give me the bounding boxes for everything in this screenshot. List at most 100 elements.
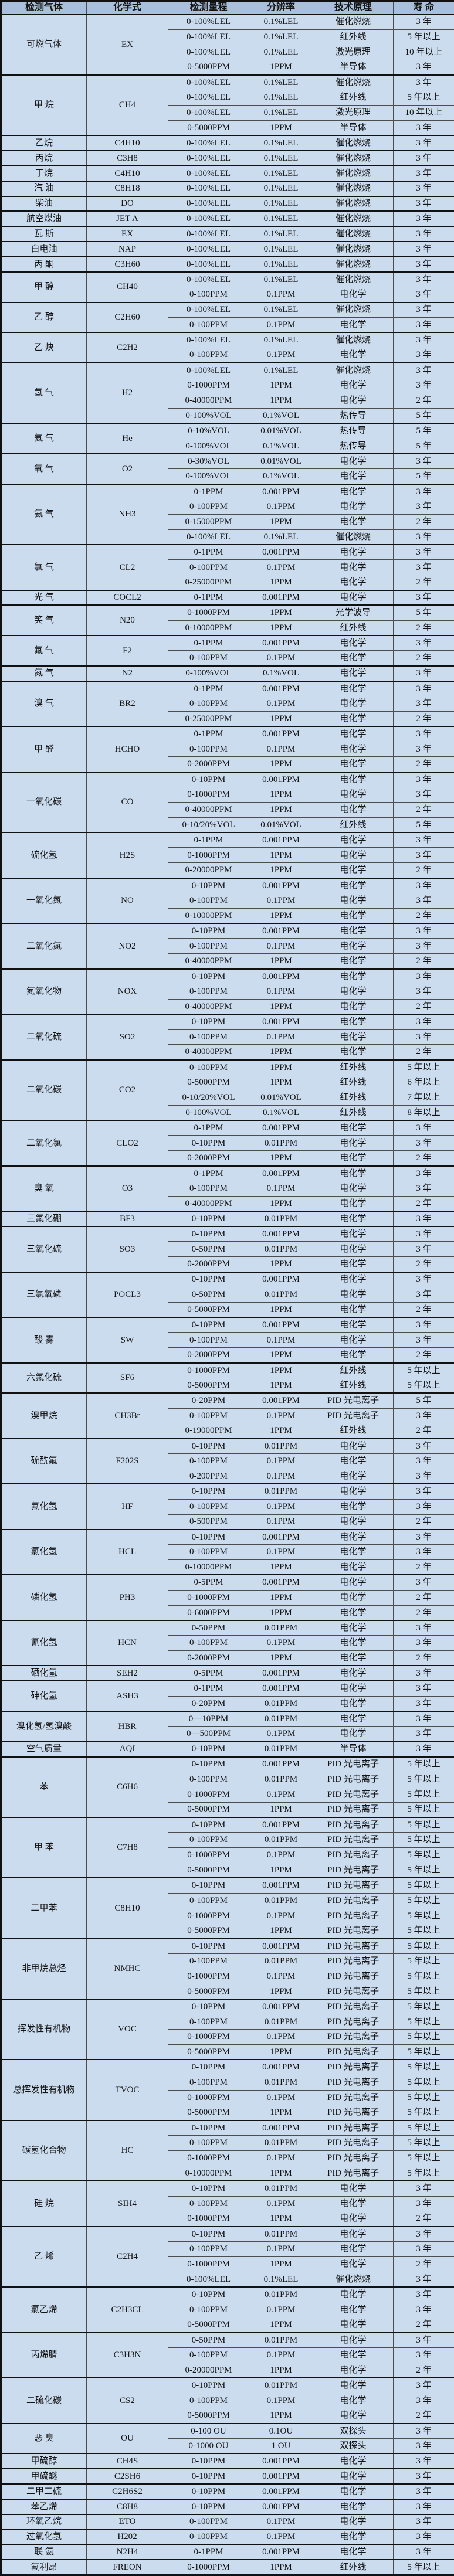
gas-name-cell: 臭 氧 bbox=[1, 1165, 87, 1212]
resolution-cell: 0.1PPM bbox=[249, 1029, 313, 1045]
table-row: 0-100PPM 0.1PPM 电化学 3 年 bbox=[1, 2241, 454, 2257]
gas-name-cell: 乙烷 bbox=[1, 135, 87, 151]
resolution-cell: 0.1PPM bbox=[249, 1332, 313, 1348]
principle-cell: 红外线 bbox=[313, 1105, 394, 1121]
resolution-cell: 0.001PPM bbox=[249, 1392, 313, 1409]
lifespan-cell: 3 年 bbox=[393, 1271, 454, 1287]
principle-cell: 电化学 bbox=[313, 923, 394, 939]
formula-cell: HC bbox=[86, 2119, 168, 2181]
principle-cell: 电化学 bbox=[313, 1211, 394, 1227]
table-row: 0-100%VOL 0.1%VOL 电化学 5 年 bbox=[1, 468, 454, 485]
gas-name-cell: 三氯氧磷 bbox=[1, 1271, 87, 1318]
lifespan-cell: 5 年以上 bbox=[393, 1832, 454, 1848]
principle-cell: 电化学 bbox=[313, 1135, 394, 1151]
lifespan-cell: 2 年 bbox=[393, 1256, 454, 1273]
gas-name-cell: 氟化氢 bbox=[1, 1483, 87, 1530]
principle-cell: 电化学 bbox=[313, 2544, 394, 2560]
formula-cell: F2 bbox=[86, 635, 168, 667]
gas-name-cell: 氮 气 bbox=[1, 665, 87, 682]
range-cell: 0-10PPM bbox=[168, 2377, 249, 2394]
table-row: 空气质量 AQI 0-10PPM 0.01PPM 半导体 3 年 bbox=[1, 1741, 454, 1758]
table-row: 硒化氢 SEH2 0-5PPM 0.001PPM 电化学 3 年 bbox=[1, 1665, 454, 1681]
principle-cell: 电化学 bbox=[313, 378, 394, 394]
range-cell: 0-1000 OU bbox=[168, 2438, 249, 2454]
range-cell: 0-100PPM bbox=[168, 2014, 249, 2030]
table-row: 0-100PPM 0.1PPM 电化学 3 年 bbox=[1, 317, 454, 333]
principle-cell: 电化学 bbox=[313, 862, 394, 879]
principle-cell: 电化学 bbox=[313, 938, 394, 954]
table-row: 0-100PPM 0.01PPM PID 光电离子 5 年以上 bbox=[1, 2074, 454, 2091]
resolution-cell: 0.1PPM bbox=[249, 559, 313, 576]
range-cell: 0-100%LEL bbox=[168, 180, 249, 197]
lifespan-cell: 3 年 bbox=[393, 544, 454, 560]
table-row: 0-10000PPM 1PPM 电化学 2 年 bbox=[1, 908, 454, 924]
lifespan-cell: 3 年 bbox=[393, 984, 454, 1000]
table-row: 三氧化硫 SO3 0-10PPM 0.001PPM 电化学 3 年 bbox=[1, 1226, 454, 1273]
principle-cell: PID 光电离子 bbox=[313, 2119, 394, 2136]
formula-cell: HCHO bbox=[86, 726, 168, 773]
principle-cell: 电化学 bbox=[313, 347, 394, 363]
principle-cell: 电化学 bbox=[313, 393, 394, 409]
table-row: 0-100PPM 0.1PPM 电化学 3 年 bbox=[1, 892, 454, 909]
resolution-cell: 1PPM bbox=[249, 120, 313, 136]
principle-cell: 电化学 bbox=[313, 1665, 394, 1681]
formula-cell: C4H10 bbox=[86, 135, 168, 151]
resolution-cell: 0.1%LEL bbox=[249, 135, 313, 151]
resolution-cell: 0.1%LEL bbox=[249, 529, 313, 545]
range-cell: 0-5000PPM bbox=[168, 1983, 249, 2000]
lifespan-cell: 3 年 bbox=[393, 2332, 454, 2348]
lifespan-cell: 5 年以上 bbox=[393, 1953, 454, 1969]
principle-cell: 电化学 bbox=[313, 1014, 394, 1030]
principle-cell: 电化学 bbox=[313, 2393, 394, 2409]
formula-cell: O3 bbox=[86, 1165, 168, 1212]
lifespan-cell: 3 年 bbox=[393, 1619, 454, 1636]
principle-cell: PID 光电离子 bbox=[313, 1802, 394, 1818]
resolution-cell: 1PPM bbox=[249, 1423, 313, 1439]
table-row: 0-100PPM 0.01PPM PID 光电离子 5 年以上 bbox=[1, 1892, 454, 1909]
range-cell: 0-100%LEL bbox=[168, 150, 249, 166]
lifespan-cell: 5 年以上 bbox=[393, 2135, 454, 2151]
gas-name-cell: 二氧化碳 bbox=[1, 1059, 87, 1121]
range-cell: 0-10PPM bbox=[168, 2119, 249, 2136]
lifespan-cell: 3 年 bbox=[393, 787, 454, 803]
principle-cell: 电化学 bbox=[313, 984, 394, 1000]
table-row: 0-50PPM 0.01PPM 电化学 3 年 bbox=[1, 1286, 454, 1303]
resolution-cell: 0.1%VOL bbox=[249, 438, 313, 454]
table-row: 0-1000PPM 1PPM 电化学 3 年 bbox=[1, 787, 454, 803]
principle-cell: 电化学 bbox=[313, 1544, 394, 1561]
principle-cell: 催化燃烧 bbox=[313, 74, 394, 91]
range-cell: 0-100PPM bbox=[168, 559, 249, 576]
resolution-cell: 0.01PPM bbox=[249, 1741, 313, 1758]
resolution-cell: 0.001PPM bbox=[249, 589, 313, 606]
range-cell: 0-100%LEL bbox=[168, 135, 249, 151]
resolution-cell: 0.001PPM bbox=[249, 1226, 313, 1242]
principle-cell: 电化学 bbox=[313, 756, 394, 773]
table-row: 乙 烯 C2H4 0-10PPM 0.01PPM 电化学 3 年 bbox=[1, 2225, 454, 2288]
range-cell: 0-5000PPM bbox=[168, 2105, 249, 2121]
table-row: 溴 气 BR2 0-1PPM 0.001PPM 电化学 3 年 bbox=[1, 680, 454, 727]
table-row: 氯 气 CL2 0-1PPM 0.001PPM 电化学 3 年 bbox=[1, 544, 454, 591]
gas-name-cell: 甲硫醚 bbox=[1, 2468, 87, 2485]
lifespan-cell: 3 年 bbox=[393, 938, 454, 954]
principle-cell: 红外线 bbox=[313, 1377, 394, 1394]
lifespan-cell: 5 年以上 bbox=[393, 1362, 454, 1378]
lifespan-cell: 5 年以上 bbox=[393, 1923, 454, 1939]
range-cell: 0-2000PPM bbox=[168, 1150, 249, 1167]
principle-cell: 红外线 bbox=[313, 2559, 394, 2575]
lifespan-cell: 3 年 bbox=[393, 1695, 454, 1712]
range-cell: 0-5000PPM bbox=[168, 1075, 249, 1090]
resolution-cell: 0.1PPM bbox=[249, 695, 313, 712]
resolution-cell: 0.1PPM bbox=[249, 1180, 313, 1197]
resolution-cell: 0.01PPM bbox=[249, 2180, 313, 2197]
resolution-cell: 1PPM bbox=[249, 908, 313, 924]
range-cell: 0-100PPM bbox=[168, 317, 249, 333]
gas-name-cell: 一氧化氮 bbox=[1, 877, 87, 924]
table-row: 丁烷 C4H10 0-100%LEL 0.1%LEL 催化燃烧 3 年 bbox=[1, 165, 454, 182]
principle-cell: 电化学 bbox=[313, 453, 394, 470]
resolution-cell: 1PPM bbox=[249, 801, 313, 818]
table-row: 0-100PPM 0.1PPM 电化学 3 年 bbox=[1, 1635, 454, 1651]
lifespan-cell: 3 年 bbox=[393, 378, 454, 394]
formula-cell: AQI bbox=[86, 1741, 168, 1758]
principle-cell: 催化燃烧 bbox=[313, 180, 394, 197]
principle-cell: 电化学 bbox=[313, 287, 394, 303]
